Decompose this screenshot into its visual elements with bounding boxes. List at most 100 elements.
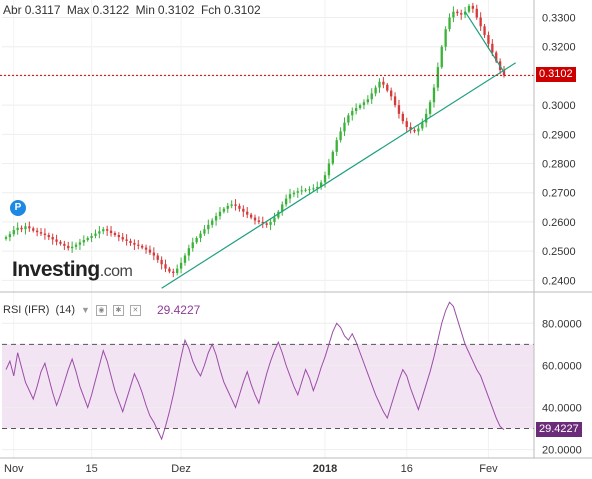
candle-body: [39, 232, 43, 234]
candle-body: [55, 239, 58, 242]
candle-body: [463, 11, 467, 15]
price-tick-label: 0.3300: [542, 13, 576, 25]
price-tick-label: 0.3000: [542, 100, 576, 112]
candle-body: [440, 46, 443, 68]
x-tick-label: 16: [401, 463, 413, 475]
dropdown-caret-icon[interactable]: ▼: [81, 305, 90, 315]
candle-body: [148, 249, 152, 253]
candle-body: [35, 230, 39, 233]
candle-body: [351, 110, 354, 116]
candle-body: [405, 121, 408, 128]
candle-body: [164, 264, 167, 269]
short-trendline: [464, 11, 505, 73]
candle-body: [199, 233, 202, 238]
candle-body: [436, 67, 440, 88]
candle-body: [90, 235, 93, 238]
candle-body: [374, 87, 377, 94]
candle-body: [191, 242, 194, 249]
candle-body: [495, 52, 498, 62]
candle-body: [183, 255, 187, 263]
pattern-badge[interactable]: P: [10, 200, 26, 216]
x-tick-label: Fev: [479, 463, 498, 475]
logo-text: Investing: [12, 258, 100, 281]
candle-body: [16, 227, 19, 231]
candle-body: [133, 242, 136, 245]
candle-body: [4, 237, 8, 239]
candle-body: [483, 26, 486, 36]
rsi-line: [5, 301, 505, 441]
x-tick-label: Nov: [4, 463, 24, 475]
visibility-icon[interactable]: ◉: [95, 304, 107, 316]
candle-body: [82, 240, 85, 243]
candle-body: [86, 237, 89, 241]
candle-body: [218, 211, 222, 217]
candle-body: [113, 233, 117, 236]
open-label: Abr: [3, 3, 22, 17]
candle-body: [273, 217, 276, 222]
rsi-tick-label: 80.0000: [542, 318, 582, 330]
candle-body: [242, 208, 245, 212]
candle-body: [117, 235, 120, 238]
candle-body: [265, 223, 268, 225]
candle-body: [281, 204, 284, 212]
settings-icon[interactable]: ✱: [112, 304, 124, 316]
x-tick-label: Dez: [171, 463, 191, 475]
candle-body: [125, 239, 128, 241]
price-tick-label: 0.2400: [542, 275, 576, 287]
rsi-tick-label: 60.0000: [542, 360, 582, 372]
rsi-period: (14): [55, 304, 76, 316]
candle-body: [51, 237, 54, 240]
candle-body: [417, 128, 420, 132]
candle-body: [491, 43, 494, 53]
open-value: 0.3117: [24, 3, 61, 17]
candle-body: [312, 188, 315, 190]
high-label: Max: [66, 3, 90, 17]
high-value: 0.3122: [92, 3, 130, 17]
candle-body: [105, 229, 109, 231]
candle-body: [354, 108, 358, 111]
candle-body: [152, 252, 156, 256]
candle-body: [347, 115, 350, 123]
candle-body: [335, 140, 338, 152]
rsi-current-value: 29.4227: [156, 303, 201, 317]
candle-body: [168, 268, 171, 272]
candle-body: [382, 81, 385, 85]
price-tick-label: 0.2900: [542, 129, 576, 141]
candle-body: [475, 8, 478, 18]
price-tick-label: 0.3200: [542, 42, 576, 54]
candle-body: [172, 271, 175, 274]
rsi-tick-label: 20.0000: [542, 445, 582, 457]
rsi-last-value-tag: 29.4227: [536, 421, 582, 437]
candle-body: [460, 13, 463, 15]
candle-body: [187, 248, 191, 256]
candle-body: [238, 205, 241, 209]
price-tick-label: 0.2500: [542, 246, 576, 258]
candle-body: [343, 122, 346, 132]
candle-body: [467, 5, 471, 12]
candlestick-series: [4, 2, 506, 278]
rsi-band: [2, 344, 534, 429]
candle-body: [43, 233, 47, 236]
candle-body: [47, 235, 50, 238]
candle-body: [444, 29, 447, 47]
close-label: Fch: [200, 3, 221, 17]
rsi-label: RSI (IFR): [3, 304, 50, 316]
candle-body: [141, 245, 144, 248]
last-price-tag: 0.3102: [536, 67, 576, 83]
candle-body: [319, 182, 323, 187]
close-icon[interactable]: ✕: [129, 304, 141, 316]
candle-body: [471, 5, 475, 9]
candle-body: [12, 230, 15, 235]
candle-body: [386, 84, 389, 91]
low-value: 0.3102: [157, 3, 195, 17]
candle-body: [211, 220, 214, 225]
candle-body: [323, 175, 327, 183]
candle-body: [366, 99, 369, 103]
candle-body: [98, 231, 101, 234]
candle-body: [253, 217, 257, 221]
candle-body: [63, 243, 66, 246]
candle-body: [316, 186, 319, 189]
low-label: Min: [135, 3, 155, 17]
price-tick-label: 0.2700: [542, 188, 576, 200]
candle-body: [456, 11, 459, 14]
